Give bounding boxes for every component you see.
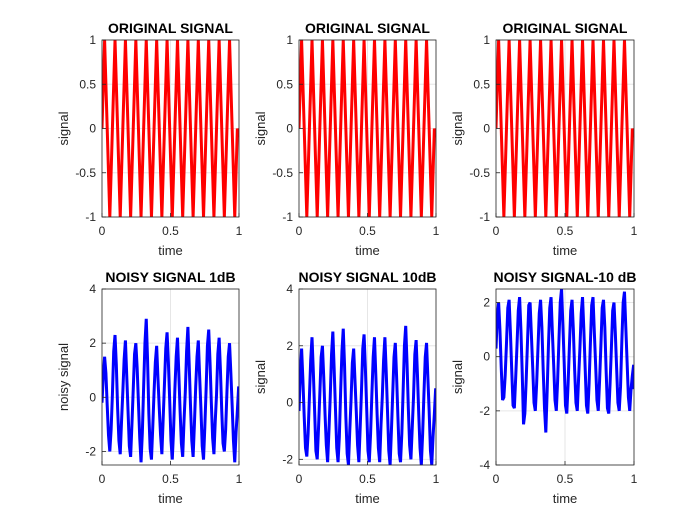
y-tick-label: -4: [479, 458, 490, 472]
y-tick-label: 1: [89, 33, 96, 47]
x-axis-label: time: [355, 491, 380, 506]
y-tick-label: 1: [483, 33, 490, 47]
subplot-title: NOISY SIGNAL-10 dB: [494, 269, 637, 285]
x-tick-label: 0.5: [162, 224, 179, 238]
x-tick-label: 1: [631, 224, 638, 238]
y-tick-label: -0.5: [272, 166, 293, 180]
x-tick-label: 0: [493, 224, 500, 238]
x-tick-label: 0: [296, 472, 303, 486]
y-axis-label: signal: [253, 360, 268, 394]
x-tick-label: 1: [433, 224, 440, 238]
x-axis-label: time: [355, 243, 380, 258]
y-tick-label: 4: [89, 282, 96, 296]
subplot-3: 0 0.5 1 -1 -0.5 0 0.5 1 ORIGINAL SIGNAL time signa…: [450, 20, 638, 258]
y-tick-label: 0: [89, 390, 96, 404]
subplot-1: 0 0.5 1 -1 -0.5 0 0.5 1 ORIGINAL SIGNAL time signa…: [56, 20, 243, 258]
x-tick-label: 0.5: [359, 224, 376, 238]
x-tick-label: 0.5: [162, 472, 179, 486]
x-tick-label: 0.5: [557, 472, 574, 486]
x-axis-label: time: [553, 243, 578, 258]
y-tick-label: -0.5: [469, 166, 490, 180]
subplot-2: 0 0.5 1 -1 -0.5 0 0.5 1 ORIGINAL SIGNAL time signa…: [253, 20, 440, 258]
y-axis-label: signal: [450, 111, 465, 145]
y-axis-label: signal: [450, 360, 465, 394]
series-line-1: [496, 39, 634, 218]
subplot-title: ORIGINAL SIGNAL: [108, 20, 233, 36]
subplot-title: ORIGINAL SIGNAL: [305, 20, 430, 36]
y-tick-label: 0: [286, 122, 293, 136]
x-tick-label: 1: [236, 472, 243, 486]
y-tick-label: -1: [282, 210, 293, 224]
y-tick-label: -1: [85, 210, 96, 224]
x-tick-label: 1: [236, 224, 243, 238]
y-tick-label: -2: [479, 404, 490, 418]
x-tick-label: 1: [433, 472, 440, 486]
y-axis-label: noisy signal: [56, 343, 71, 411]
x-tick-label: 0.5: [557, 224, 574, 238]
x-tick-label: 0: [99, 224, 106, 238]
x-tick-label: 0: [493, 472, 500, 486]
series-line-1: [496, 288, 634, 433]
x-tick-label: 1: [631, 472, 638, 486]
x-tick-label: 0.5: [359, 472, 376, 486]
x-axis-label: time: [158, 491, 183, 506]
series-line-1: [299, 325, 436, 466]
y-tick-label: 0: [483, 122, 490, 136]
y-tick-label: 0: [286, 396, 293, 410]
series-line-1: [102, 39, 239, 218]
x-tick-label: 0: [99, 472, 106, 486]
series-line-1: [299, 39, 436, 218]
y-tick-label: -2: [282, 452, 293, 466]
y-tick-label: 0.5: [276, 77, 293, 91]
y-tick-label: 0: [89, 122, 96, 136]
y-tick-label: -0.5: [75, 166, 96, 180]
y-tick-label: -2: [85, 444, 96, 458]
y-axis-label: signal: [56, 111, 71, 145]
y-axis-label: signal: [253, 111, 268, 145]
subplot-title: NOISY SIGNAL 1dB: [105, 269, 235, 285]
y-tick-label: 4: [286, 282, 293, 296]
y-tick-label: 2: [286, 339, 293, 353]
y-tick-label: 2: [483, 296, 490, 310]
series-line-1: [102, 318, 239, 463]
y-tick-label: 0.5: [473, 77, 490, 91]
x-tick-label: 0: [296, 224, 303, 238]
y-tick-label: 2: [89, 336, 96, 350]
y-tick-label: 0: [483, 350, 490, 364]
x-axis-label: time: [553, 491, 578, 506]
subplot-6: 0 0.5 1 -4 -2 0 2 NOISY SIGNAL-10 dB time signal: [450, 269, 638, 506]
y-tick-label: 0.5: [79, 77, 96, 91]
x-axis-label: time: [158, 243, 183, 258]
y-tick-label: 1: [286, 33, 293, 47]
subplot-title: NOISY SIGNAL 10dB: [299, 269, 437, 285]
y-tick-label: -1: [479, 210, 490, 224]
subplot-title: ORIGINAL SIGNAL: [503, 20, 628, 36]
